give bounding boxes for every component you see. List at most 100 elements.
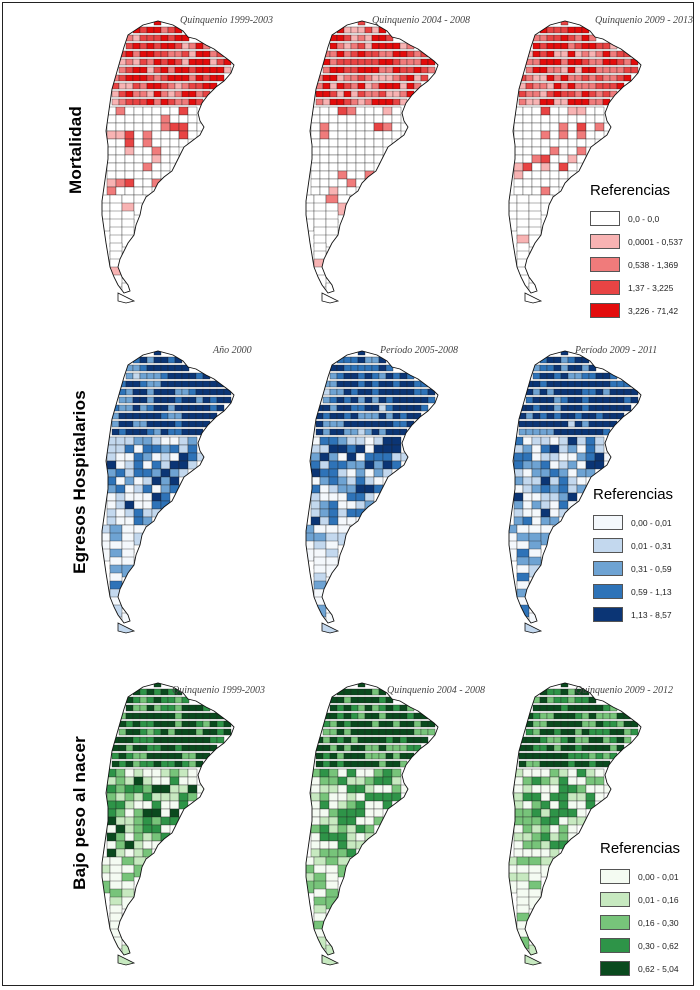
department-cell — [343, 404, 352, 412]
department-cell — [329, 66, 338, 74]
department-cell — [151, 832, 162, 842]
department-cell — [337, 162, 348, 172]
department-cell — [350, 58, 359, 66]
department-cell — [553, 356, 562, 364]
department-cell — [364, 728, 373, 736]
department-cell — [522, 138, 533, 148]
department-cell — [602, 66, 611, 74]
department-cell — [532, 98, 541, 106]
department-cell — [350, 704, 359, 712]
department-cell — [328, 484, 339, 494]
department-cell — [328, 468, 339, 478]
department-cell — [532, 42, 541, 50]
department-cell — [125, 66, 134, 74]
legend-item: 0,0 - 0,0 — [590, 207, 683, 230]
department-cell — [522, 452, 533, 462]
department-cell — [546, 34, 555, 42]
legend-item: 3,226 - 71,42 — [590, 299, 683, 322]
department-cell — [346, 776, 357, 786]
department-cell — [337, 508, 348, 518]
department-cell — [139, 736, 148, 744]
department-cell — [357, 50, 366, 58]
department-cell — [151, 776, 162, 786]
department-cell — [567, 744, 576, 752]
department-cell — [371, 728, 380, 736]
department-cell — [153, 90, 162, 98]
department-cell — [181, 752, 190, 760]
department-cell — [616, 380, 625, 388]
department-cell — [532, 420, 541, 428]
department-cell — [546, 428, 555, 436]
department-cell — [371, 736, 380, 744]
department-cell — [553, 98, 562, 106]
department-cell — [546, 704, 555, 712]
department-cell — [373, 768, 384, 778]
department-cell — [588, 82, 597, 90]
department-cell — [118, 760, 127, 768]
department-cell — [174, 58, 183, 66]
department-cell — [151, 436, 162, 446]
department-cell — [115, 178, 126, 188]
department-cell — [560, 356, 569, 364]
department-cell — [540, 170, 551, 180]
department-cell — [522, 178, 533, 188]
department-cell — [139, 760, 148, 768]
legend-item: 0,31 - 0,59 — [593, 557, 673, 580]
department-cell — [337, 146, 348, 156]
department-cell — [124, 848, 135, 858]
department-cell — [399, 372, 408, 380]
department-cell — [187, 776, 198, 786]
department-cell — [371, 752, 380, 760]
map-panel: Quinquenio 2004 - 2008 — [292, 677, 492, 967]
department-cell — [357, 404, 366, 412]
department-cell — [319, 792, 330, 802]
department-cell — [132, 388, 141, 396]
department-cell — [531, 476, 542, 486]
department-cell — [181, 90, 190, 98]
department-cell — [153, 356, 162, 364]
department-cell — [549, 832, 560, 842]
department-cell — [124, 824, 135, 834]
department-cell — [581, 66, 590, 74]
department-cell — [350, 380, 359, 388]
department-cell — [357, 356, 366, 364]
department-cell — [525, 98, 534, 106]
department-cell — [378, 744, 387, 752]
department-cell — [181, 412, 190, 420]
department-cell — [329, 42, 338, 50]
department-cell — [336, 396, 345, 404]
department-cell — [328, 122, 339, 132]
department-cell — [319, 492, 330, 502]
department-cell — [160, 34, 169, 42]
department-cell — [167, 66, 176, 74]
department-cell — [378, 720, 387, 728]
department-cell — [549, 468, 560, 478]
department-cell — [337, 516, 348, 526]
department-cell — [364, 380, 373, 388]
department-cell — [539, 34, 548, 42]
department-cell — [167, 372, 176, 380]
department-cell — [539, 82, 548, 90]
department-cell — [588, 704, 597, 712]
department-cell — [581, 58, 590, 66]
department-cell — [146, 388, 155, 396]
department-cell — [602, 90, 611, 98]
department-cell — [558, 784, 569, 794]
department-cell — [169, 460, 180, 470]
department-cell — [357, 420, 366, 428]
department-cell — [336, 34, 345, 42]
department-cell — [588, 74, 597, 82]
department-cell — [146, 74, 155, 82]
department-cell — [531, 808, 542, 818]
department-cell — [139, 82, 148, 90]
department-cell — [531, 784, 542, 794]
legend-item: 0,62 - 5,04 — [600, 957, 680, 980]
panel-title: Quinquenio 1999-2003 — [180, 15, 274, 26]
department-cell — [125, 720, 134, 728]
department-cell — [549, 516, 560, 526]
department-cell — [322, 752, 331, 760]
department-cell — [160, 720, 169, 728]
department-cell — [553, 428, 562, 436]
department-cell — [560, 412, 569, 420]
legend-item: 0,538 - 1,369 — [590, 253, 683, 276]
